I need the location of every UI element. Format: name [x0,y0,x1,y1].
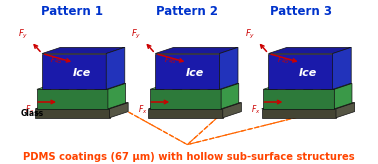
Polygon shape [69,84,91,89]
Text: Glass: Glass [21,109,44,118]
Polygon shape [221,83,239,109]
Text: $F_{45°}$: $F_{45°}$ [277,56,291,66]
Text: Pattern 1: Pattern 1 [42,5,104,18]
Polygon shape [35,103,128,109]
Polygon shape [333,47,351,89]
Polygon shape [42,47,125,53]
Polygon shape [164,84,186,89]
Polygon shape [155,53,219,89]
Polygon shape [51,84,73,89]
Text: $F_y$: $F_y$ [131,27,142,41]
Text: $F_{45°}$: $F_{45°}$ [50,56,65,66]
Text: $F_x$: $F_x$ [138,104,147,116]
Polygon shape [149,103,242,109]
Polygon shape [313,84,335,89]
Text: Ice: Ice [299,68,318,78]
Polygon shape [42,53,106,89]
Text: $F_x$: $F_x$ [251,104,261,116]
Polygon shape [262,103,355,109]
Text: Pattern 2: Pattern 2 [156,5,218,18]
Text: Pattern 3: Pattern 3 [270,5,332,18]
Polygon shape [108,83,125,109]
Polygon shape [219,47,238,89]
Polygon shape [263,83,352,89]
Polygon shape [268,47,351,53]
Polygon shape [182,84,204,89]
Polygon shape [149,109,223,118]
Text: PDMS coatings (67 μm) with hollow sub-surface structures: PDMS coatings (67 μm) with hollow sub-su… [23,152,355,162]
Polygon shape [150,89,221,109]
Text: $F_{45°}$: $F_{45°}$ [164,56,178,66]
Polygon shape [106,47,125,89]
Text: Ice: Ice [73,68,91,78]
Polygon shape [200,84,222,89]
Polygon shape [336,103,355,118]
Polygon shape [155,47,238,53]
Polygon shape [37,83,125,89]
Text: Ice: Ice [186,68,204,78]
Text: $F_y$: $F_y$ [18,27,28,41]
Text: $F_y$: $F_y$ [245,27,255,41]
Polygon shape [37,89,108,109]
Polygon shape [150,83,239,89]
Text: $F_x$: $F_x$ [25,104,34,116]
Polygon shape [268,53,333,89]
Polygon shape [35,109,110,118]
Polygon shape [223,103,242,118]
Polygon shape [334,83,352,109]
Polygon shape [263,89,334,109]
Polygon shape [295,84,318,89]
Polygon shape [262,109,336,118]
Polygon shape [110,103,128,118]
Polygon shape [87,84,109,89]
Polygon shape [277,84,300,89]
